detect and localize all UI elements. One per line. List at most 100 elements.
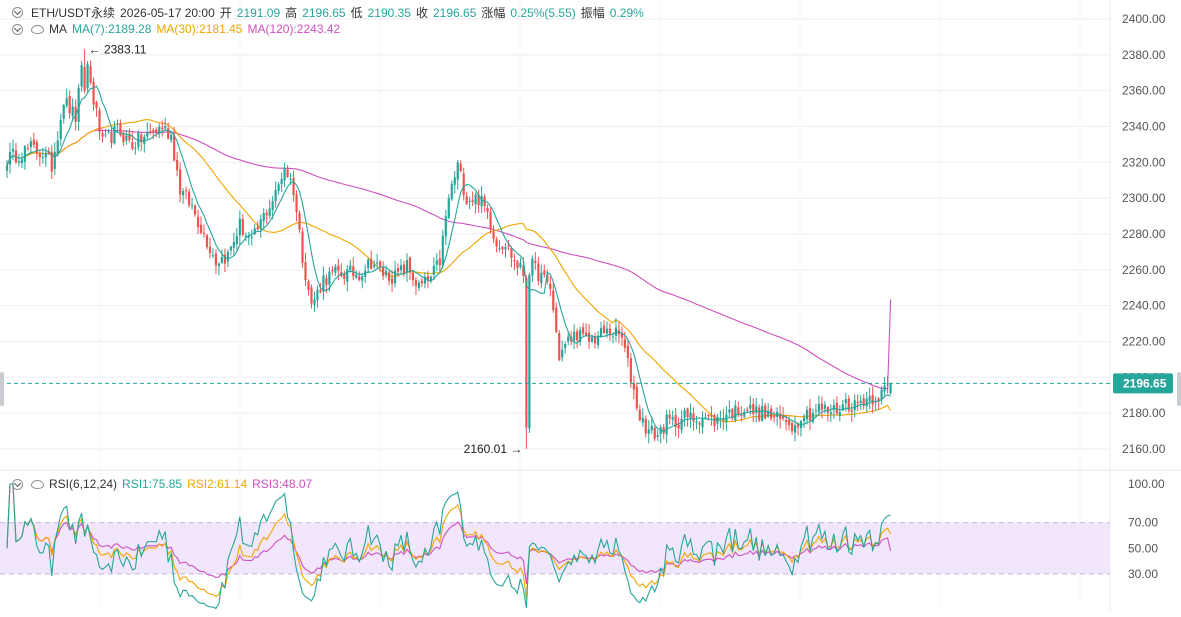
rsi-visibility-eye-icon[interactable] [31,479,44,489]
candle-body [838,411,841,416]
candle-body [528,274,531,429]
candle-body [856,401,859,404]
candle-body [379,261,382,267]
ma-visibility-eye-icon[interactable] [31,24,44,34]
candle-body [122,132,125,143]
candle-body [190,205,194,207]
candle-body [716,416,719,424]
collapse-chevron-icon[interactable] [12,7,23,18]
candle-body [417,282,421,288]
candle-body [567,336,570,342]
candle-body [593,336,597,344]
candle-body [468,200,471,202]
candle-body [519,263,522,268]
candle-body [80,65,83,87]
candle-body [399,265,403,271]
candle-body [435,260,438,265]
candle-body [423,276,426,284]
rsi3-line [6,483,892,584]
candle-body [38,153,41,157]
candle-body [847,398,850,411]
candle-body [710,415,713,417]
candle-body [41,157,44,159]
candle-body [244,235,247,237]
candle-body [626,345,629,358]
rsi-axis-tick-label: 50.00 [1128,541,1158,555]
candle-body [238,218,241,236]
candle-body [495,239,498,247]
candle-body [355,274,358,278]
change-value: 0.25%(5.55) [510,5,576,20]
rsi-title: RSI(6,12,24) [49,477,118,491]
candle-body [23,146,27,162]
candle-body [707,414,710,417]
candle-body [623,339,626,348]
close-value: 2196.65 [433,5,477,20]
candle-body [44,152,47,158]
candle-body [587,332,591,342]
candle-body [835,402,838,414]
candle-body [26,147,29,149]
candle-body [256,226,259,230]
left-resize-handle[interactable] [0,372,4,406]
candle-body [653,427,656,439]
ma-collapse-chevron-icon[interactable] [12,23,23,35]
candle-body [307,281,310,290]
candle-body [343,273,346,279]
candle-body [214,253,218,266]
candle-body [367,259,370,269]
candle-body [868,396,871,401]
candle-body [590,336,594,342]
candle-body [829,412,832,415]
candle-body [534,260,537,263]
candle-body [376,262,379,264]
ma30-legend: MA(30):2181.45 [156,22,243,36]
candle-body [865,398,868,407]
candle-body [411,272,415,281]
candle-body [173,135,176,161]
candle-body [641,417,644,423]
candle-body [32,139,35,145]
candle-body [555,307,558,333]
candle-body [737,407,740,415]
candle-body [844,399,847,404]
rsi-collapse-chevron-icon[interactable] [12,478,23,490]
candle-body [582,327,585,334]
candle-body [155,129,158,133]
candle-body [140,134,143,143]
rsi1-line [6,483,891,610]
candle-body [319,290,322,293]
candle-body [426,275,429,281]
candle-body [253,228,256,235]
candle-body [608,328,612,336]
candle-body [790,422,794,432]
candle-body [656,434,659,437]
candle-body [259,219,262,230]
candle-body [784,420,788,422]
candle-body [280,178,283,184]
candle-body [47,151,50,154]
candle-body [313,299,316,305]
right-resize-handle[interactable] [1177,372,1181,406]
candle-body [101,133,104,137]
candle-body [698,423,701,425]
candle-body [665,414,668,435]
candle-body [701,418,704,428]
candle-body [549,283,552,290]
close-label: 收 [415,6,428,20]
ma120-line [6,129,892,390]
candle-body [208,246,212,254]
price-axis-tick-label: 2220.00 [1122,335,1166,349]
candle-body [277,184,280,191]
candle-body [886,383,889,385]
candle-body [295,194,298,213]
candle-body [758,407,761,421]
candle-body [749,404,752,409]
candle-body [373,264,376,267]
candle-body [787,419,791,426]
candle-body [20,159,24,164]
candle-body [196,216,200,228]
candle-body [877,398,880,402]
